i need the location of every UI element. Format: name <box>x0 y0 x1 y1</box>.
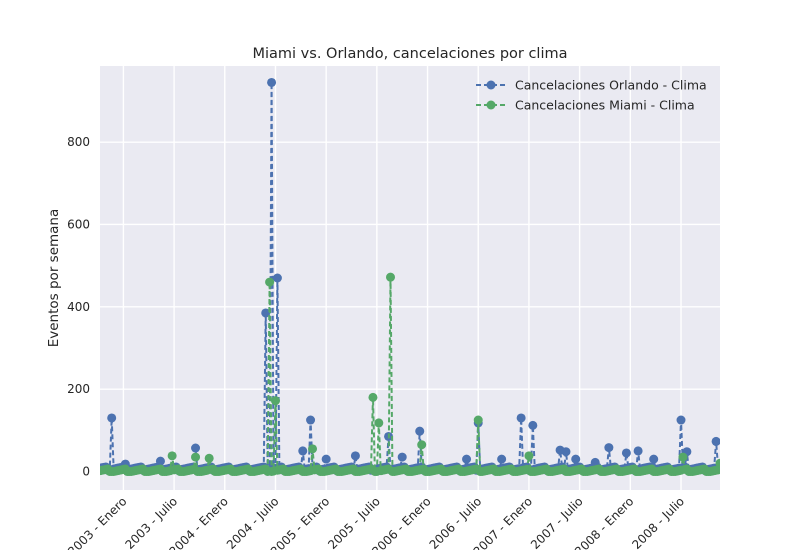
data-point <box>155 456 165 466</box>
data-point <box>417 440 427 450</box>
data-point <box>298 446 308 456</box>
data-point <box>261 308 271 318</box>
y-axis-ticks: 0 200 400 600 800 <box>67 135 90 478</box>
data-point <box>267 77 277 87</box>
chart-title: Miami vs. Orlando, cancelaciones por cli… <box>253 46 568 62</box>
legend-marker <box>486 80 496 90</box>
data-point <box>107 413 117 423</box>
y-tick-label: 800 <box>67 135 90 149</box>
y-tick-label: 600 <box>67 217 90 231</box>
data-point <box>621 448 631 458</box>
data-point <box>524 451 534 461</box>
data-point <box>272 273 282 283</box>
legend-item: Cancelaciones Miami - Clima <box>476 98 695 113</box>
x-tick-label: 2006 - Julio <box>427 494 485 550</box>
y-tick-label: 0 <box>82 464 90 478</box>
data-point <box>308 444 318 454</box>
data-point <box>571 454 581 464</box>
data-point <box>368 392 378 402</box>
legend-label: Cancelaciones Orlando - Clima <box>515 78 707 93</box>
x-tick-label: 2004 - Julio <box>224 494 282 550</box>
data-point <box>386 272 396 282</box>
x-tick-label: 2008 - Julio <box>629 494 687 550</box>
data-point <box>633 446 643 456</box>
data-point <box>191 443 201 453</box>
data-point <box>415 426 425 436</box>
series-miami <box>100 272 720 476</box>
data-point <box>265 277 275 287</box>
data-point <box>561 447 571 457</box>
data-point <box>497 454 507 464</box>
data-point <box>516 413 526 423</box>
data-point <box>397 452 407 462</box>
series-layer <box>100 77 720 476</box>
data-point <box>473 415 483 425</box>
data-point <box>204 453 214 463</box>
data-point <box>191 452 201 462</box>
data-point <box>321 454 331 464</box>
data-point <box>711 436 720 446</box>
data-point <box>374 418 384 428</box>
data-point <box>713 465 720 475</box>
legend-item: Cancelaciones Orlando - Clima <box>476 78 707 93</box>
data-point <box>649 454 659 464</box>
legend: Cancelaciones Orlando - Clima Cancelacion… <box>476 78 707 113</box>
data-point <box>528 420 538 430</box>
data-point <box>462 454 472 464</box>
y-axis-label: Eventos por semana <box>46 209 62 348</box>
legend-label: Cancelaciones Miami - Clima <box>515 98 695 113</box>
data-point <box>306 415 316 425</box>
data-point <box>678 452 688 462</box>
x-tick-label: 2003 - Enero <box>65 494 129 550</box>
plot-background <box>100 66 720 490</box>
legend-marker <box>486 100 496 110</box>
x-tick-label: 2005 - Julio <box>325 494 383 550</box>
data-point <box>270 396 280 406</box>
y-tick-label: 400 <box>67 300 90 314</box>
y-tick-label: 200 <box>67 382 90 396</box>
x-tick-label: 2007 - Julio <box>528 494 586 550</box>
data-point <box>676 415 686 425</box>
x-tick-label: 2003 - Julio <box>122 494 180 550</box>
data-point <box>167 451 177 461</box>
data-point <box>715 458 720 468</box>
data-point <box>350 451 360 461</box>
data-point <box>604 443 614 453</box>
